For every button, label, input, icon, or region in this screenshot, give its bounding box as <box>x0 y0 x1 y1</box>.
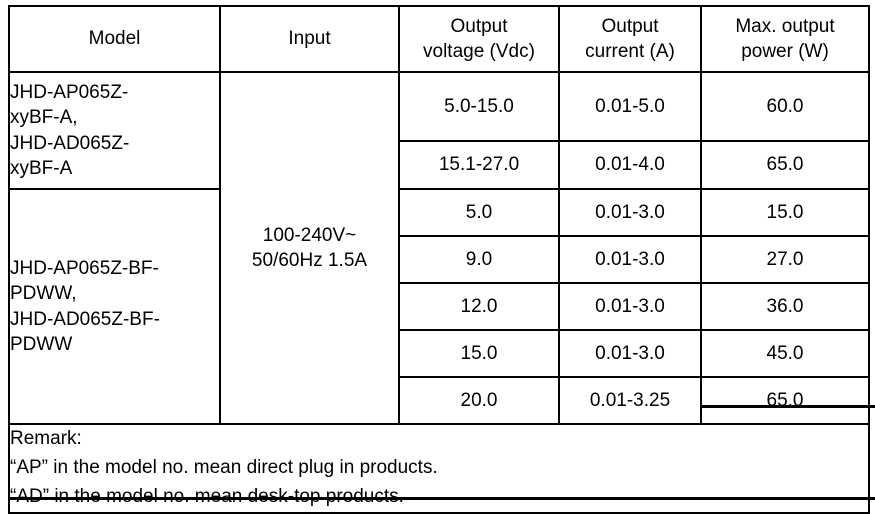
column-header-model-line-1: Model <box>88 28 141 50</box>
cell-output-current: 0.01-3.0 <box>558 235 702 284</box>
model-group-b-line-1: JHD-AP065Z-BF- <box>10 258 159 280</box>
remark-note-ap: “AP” in the model no. mean direct plug i… <box>10 456 438 478</box>
column-header-output-voltage-line-2: voltage (Vdc) <box>423 41 535 62</box>
model-group-a-line-1: JHD-AP065Z- <box>10 82 129 104</box>
table-row: 20.0 0.01-3.25 65.0 <box>9 376 870 425</box>
column-header-model: Model <box>8 5 221 73</box>
input-line-1: 100-240V~ <box>262 224 357 246</box>
table-row: 9.0 0.01-3.0 27.0 <box>9 235 870 284</box>
cell-output-voltage: 15.1-27.0 <box>398 140 560 190</box>
table-header: Model Input Output voltage (Vdc) Output … <box>8 5 870 73</box>
model-group-a-line-4: xyBF-A <box>10 157 73 179</box>
column-header-output-current: Output current (A) <box>558 5 702 73</box>
table-header-row: Model Input Output voltage (Vdc) Output … <box>8 5 870 73</box>
cell-max-output-power: 65.0 <box>700 376 870 425</box>
table-row: JHD-AP065Z-BF- PDWW, JHD-AD065Z-BF- PDWW… <box>8 188 870 425</box>
cell-max-output-power: 27.0 <box>700 235 870 284</box>
remark-top-rule <box>700 405 875 408</box>
cell-max-output-power: 65.0 <box>700 140 870 190</box>
remark-label: Remark: <box>10 428 82 449</box>
cell-output-voltage: 20.0 <box>398 376 560 425</box>
cell-output-voltage: 5.0-15.0 <box>398 71 560 142</box>
model-cell-group-b: JHD-AP065Z-BF- PDWW, JHD-AD065Z-BF- PDWW <box>8 188 221 425</box>
table-body: JHD-AP065Z- xyBF-A, JHD-AD065Z- xyBF-A 1… <box>8 71 870 514</box>
column-header-max-output-power-line-2: power (W) <box>741 41 829 62</box>
column-header-max-output-power: Max. output power (W) <box>700 5 870 73</box>
cell-output-current: 0.01-3.0 <box>558 282 702 331</box>
table-row: JHD-AP065Z- xyBF-A, JHD-AD065Z- xyBF-A 1… <box>8 71 870 425</box>
cell-max-output-power: 60.0 <box>700 71 870 142</box>
column-header-output-voltage: Output voltage (Vdc) <box>398 5 560 73</box>
table-row: 15.1-27.0 0.01-4.0 65.0 <box>9 140 870 190</box>
column-header-output-current-line-2: current (A) <box>585 41 675 62</box>
model-group-b-line-2: PDWW, <box>10 283 77 305</box>
table-row: 15.0 0.01-3.0 45.0 <box>9 329 870 378</box>
cell-output-voltage: 15.0 <box>398 329 560 378</box>
column-header-input: Input <box>219 5 400 73</box>
specification-table: Model Input Output voltage (Vdc) Output … <box>8 5 870 514</box>
model-group-b-line-4: PDWW <box>10 333 73 355</box>
model-group-b-line-3: JHD-AD065Z-BF- <box>10 308 160 330</box>
cell-output-current: 0.01-3.25 <box>558 376 702 425</box>
cell-max-output-power: 45.0 <box>700 329 870 378</box>
remark-note-ad: “AD” in the model no. mean desk-top prod… <box>10 483 868 512</box>
cell-output-current: 0.01-4.0 <box>558 140 702 190</box>
model-group-a-line-3: JHD-AD065Z- <box>10 132 130 154</box>
column-header-output-current-line-1: Output <box>601 15 659 37</box>
cell-output-voltage: 5.0 <box>398 188 560 237</box>
table-row: 12.0 0.01-3.0 36.0 <box>9 282 870 331</box>
cell-output-current: 0.01-3.0 <box>558 329 702 378</box>
model-cell-group-a: JHD-AP065Z- xyBF-A, JHD-AD065Z- xyBF-A <box>8 71 221 190</box>
cell-output-current: 0.01-3.0 <box>558 188 702 237</box>
column-header-input-line-1: Input <box>288 28 331 50</box>
column-header-max-output-power-line-1: Max. output <box>735 15 835 37</box>
input-cell: 100-240V~ 50/60Hz 1.5A <box>219 71 400 425</box>
cell-max-output-power: 36.0 <box>700 282 870 331</box>
model-group-a-line-2: xyBF-A, <box>10 107 78 129</box>
cell-output-current: 0.01-5.0 <box>558 71 702 142</box>
column-header-output-voltage-line-1: Output <box>450 15 508 37</box>
table-bottom-rule <box>8 497 875 500</box>
input-line-2: 50/60Hz 1.5A <box>251 250 368 271</box>
cell-output-voltage: 9.0 <box>398 235 560 284</box>
cell-max-output-power: 15.0 <box>700 188 870 237</box>
cell-output-voltage: 12.0 <box>398 282 560 331</box>
